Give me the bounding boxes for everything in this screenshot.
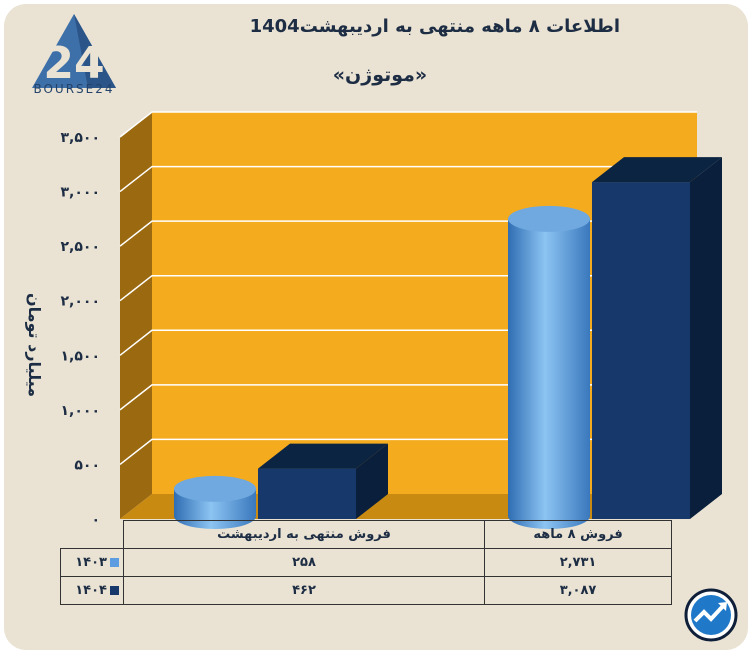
- y-tick-label: ۰: [91, 512, 100, 528]
- bar-1404-box-front: [592, 182, 690, 520]
- table-header-row: فروش منتهی به اردیبهشت فروش ۸ ماهه: [61, 520, 672, 549]
- side-wall: [120, 112, 152, 519]
- cell-1403-1: ۲۵۸: [122, 548, 486, 577]
- category-header-2: فروش ۸ ماهه: [484, 520, 672, 549]
- y-tick-label: ۱,۵۰۰: [61, 348, 101, 364]
- chart-subtitle: «موتوژن»: [332, 64, 428, 86]
- table-row-1404: ۱۴۰۴ ۴۶۲ ۳,۰۸۷: [60, 576, 672, 605]
- bar-1404-box-top: [592, 157, 722, 183]
- legend-1404: ۱۴۰۴: [60, 576, 124, 605]
- table-row-1403: ۱۴۰۳ ۲۵۸ ۲,۷۳۱: [60, 548, 672, 577]
- category-header-1: فروش منتهی به اردیبهشت: [122, 520, 486, 549]
- chart-title: اطلاعات ۸ ماهه منتهی به اردیبهشت1404: [249, 16, 620, 37]
- legend-label-1403: ۱۴۰۳: [75, 555, 107, 570]
- legend-label-1404: ۱۴۰۴: [75, 583, 107, 598]
- gridline: [119, 111, 697, 138]
- bar-1404-box-side: [690, 157, 722, 520]
- cell-1404-2: ۳,۰۸۷: [484, 576, 672, 605]
- y-tick-label: ۲,۵۰۰: [61, 239, 101, 255]
- legend-swatch-1404: [110, 586, 119, 595]
- gridline: [119, 165, 697, 193]
- table-corner: [61, 521, 124, 549]
- cell-1404-1: ۴۶۲: [122, 576, 486, 605]
- trend-badge-icon: [684, 588, 738, 642]
- y-tick-label: ۳,۵۰۰: [61, 130, 101, 146]
- legend-1403: ۱۴۰۳: [60, 548, 124, 577]
- y-tick-label: ۲,۰۰۰: [61, 294, 101, 310]
- bar-1403-cylinder-body: [508, 218, 590, 530]
- bar-1403-cylinder-top: [174, 475, 256, 502]
- legend-swatch-1403: [110, 558, 119, 567]
- bourse24-logo: 24: [32, 14, 116, 89]
- data-table: فروش منتهی به اردیبهشت فروش ۸ ماهه ۱۴۰۳ …: [60, 520, 672, 605]
- bar-1404-box-side: [356, 443, 388, 519]
- svg-text:24: 24: [43, 38, 104, 89]
- y-tick-label: ۱,۰۰۰: [61, 403, 101, 419]
- logo-text: BOURSE24: [33, 82, 115, 96]
- bar-1403-cylinder-top: [508, 205, 590, 232]
- bar-1404-box-front: [258, 468, 356, 519]
- bar-1404-box-top: [258, 443, 388, 469]
- y-tick-label: ۳,۰۰۰: [61, 185, 101, 201]
- y-tick-label: ۵۰۰: [74, 457, 100, 473]
- cell-1403-2: ۲,۷۳۱: [484, 548, 672, 577]
